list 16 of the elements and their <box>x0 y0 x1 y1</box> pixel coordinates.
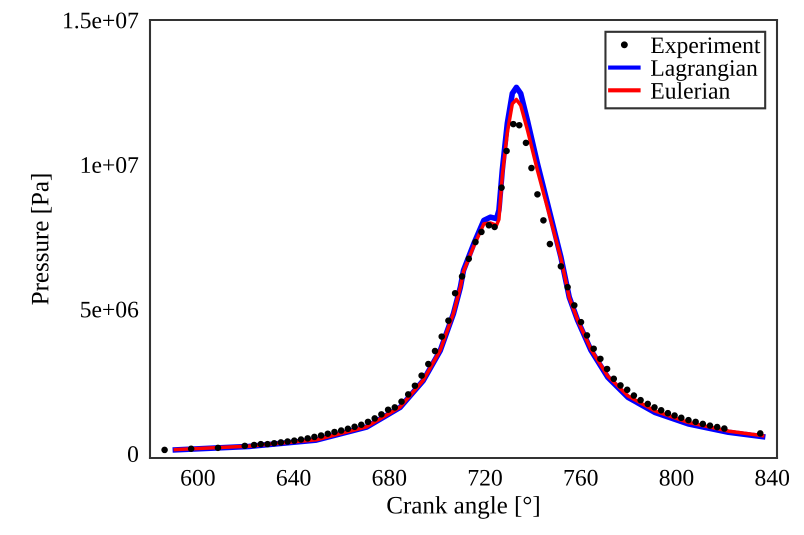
x-tick-label: 760 <box>564 470 598 486</box>
x-tick-label: 720 <box>468 470 502 486</box>
y-tick-label: 1.5e+07 <box>64 12 138 29</box>
legend-label: Lagrangian <box>651 60 758 81</box>
x-tick-label: 840 <box>755 470 790 486</box>
x-tick-label: 680 <box>372 470 406 486</box>
y-tick-label: 0 <box>128 446 138 462</box>
y-tick-label: 5e+06 <box>81 302 138 318</box>
legend-label: Eulerian <box>651 82 730 99</box>
x-tick-label: 600 <box>181 470 215 486</box>
x-tick-label: 640 <box>276 470 310 486</box>
y-axis-title: Pressure [Pa] <box>30 174 52 305</box>
x-axis-title: Crank angle [°] <box>387 496 539 519</box>
y-tick-label: 1e+07 <box>82 157 138 173</box>
legend-label: Experiment <box>651 37 760 58</box>
x-tick-label: 800 <box>660 470 694 486</box>
